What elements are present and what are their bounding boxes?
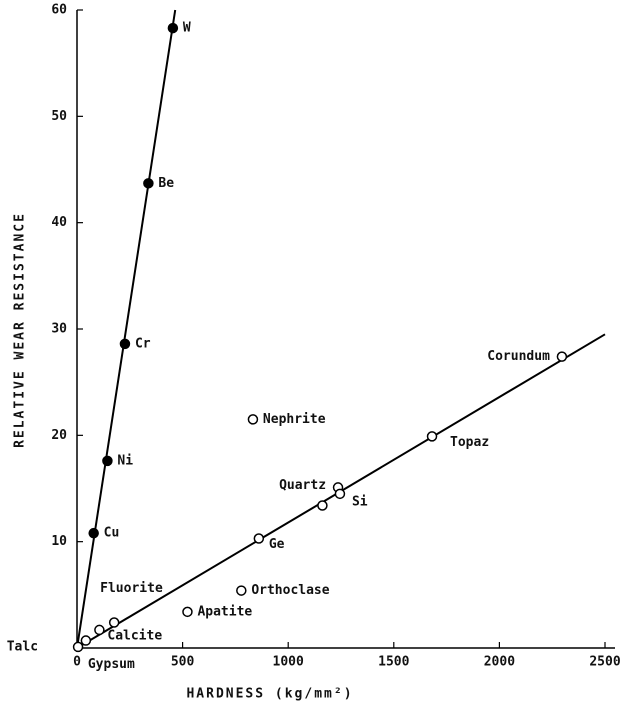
point-label: Orthoclase <box>251 583 329 598</box>
data-point <box>108 617 120 628</box>
y-tick-label: 60 <box>51 3 67 18</box>
point-label: Ge <box>269 537 285 552</box>
point-label: Corundum <box>487 349 550 364</box>
point-label: Be <box>158 176 174 191</box>
point-label: Si <box>352 494 368 509</box>
data-point <box>426 431 438 442</box>
data-point <box>247 414 259 425</box>
data-point <box>334 488 346 500</box>
x-tick-label: 500 <box>171 655 195 670</box>
data-point <box>556 351 568 362</box>
point-label: Calcite <box>107 628 162 643</box>
y-tick-label: 20 <box>51 428 67 443</box>
point-label: Cu <box>104 526 120 541</box>
data-point <box>253 533 265 544</box>
data-point <box>80 635 92 646</box>
data-point <box>119 338 131 350</box>
x-axis-title: HARDNESS (kg/mm²) <box>186 687 353 702</box>
data-point <box>143 178 154 189</box>
point-label: Fluorite <box>100 581 163 596</box>
x-tick-label: 0 <box>73 655 81 670</box>
point-label: W <box>183 21 191 36</box>
y-tick-label: 40 <box>51 215 67 230</box>
point-label: Nephrite <box>263 412 326 427</box>
y-axis-title: RELATIVE WEAR RESISTANCE <box>13 212 28 448</box>
x-tick-label: 2500 <box>589 655 620 670</box>
point-label: Apatite <box>197 604 252 619</box>
point-label: Gypsum <box>88 657 135 672</box>
point-label: Ni <box>117 453 133 468</box>
x-tick-label: 2000 <box>484 655 515 670</box>
point-label: Quartz <box>279 478 326 493</box>
data-point <box>167 22 179 34</box>
data-point <box>236 585 247 596</box>
point-label: Topaz <box>450 435 489 450</box>
x-tick-label: 1000 <box>273 655 304 670</box>
data-point <box>102 455 113 467</box>
data-point <box>182 606 193 618</box>
point-label: Talc <box>7 639 38 654</box>
fit-line <box>77 9 177 648</box>
y-tick-label: 30 <box>51 322 67 337</box>
data-point <box>317 500 328 511</box>
point-label: Cr <box>135 336 151 351</box>
data-point <box>88 527 99 539</box>
x-tick-label: 1500 <box>378 655 409 670</box>
y-tick-label: 10 <box>51 534 67 549</box>
data-point <box>72 641 84 653</box>
data-point <box>94 624 105 636</box>
y-tick-label: 50 <box>51 109 67 124</box>
